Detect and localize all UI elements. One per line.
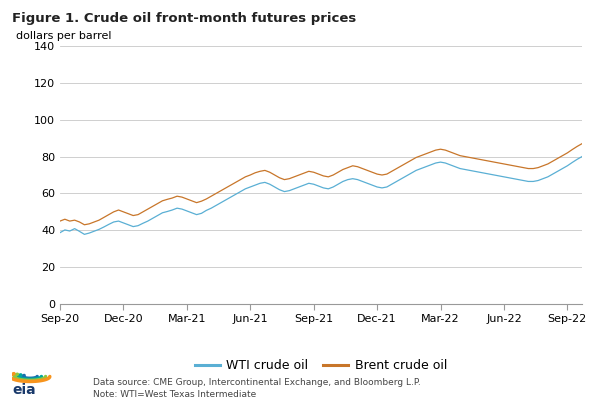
Text: Data source: CME Group, Intercontinental Exchange, and Bloomberg L.P.: Data source: CME Group, Intercontinental… [93,378,421,387]
Text: dollars per barrel: dollars per barrel [16,31,111,41]
Text: eia: eia [12,384,35,398]
Text: Figure 1. Crude oil front-month futures prices: Figure 1. Crude oil front-month futures … [12,12,356,25]
Text: Note: WTI=West Texas Intermediate: Note: WTI=West Texas Intermediate [93,390,256,399]
Legend: WTI crude oil, Brent crude oil: WTI crude oil, Brent crude oil [190,354,452,377]
